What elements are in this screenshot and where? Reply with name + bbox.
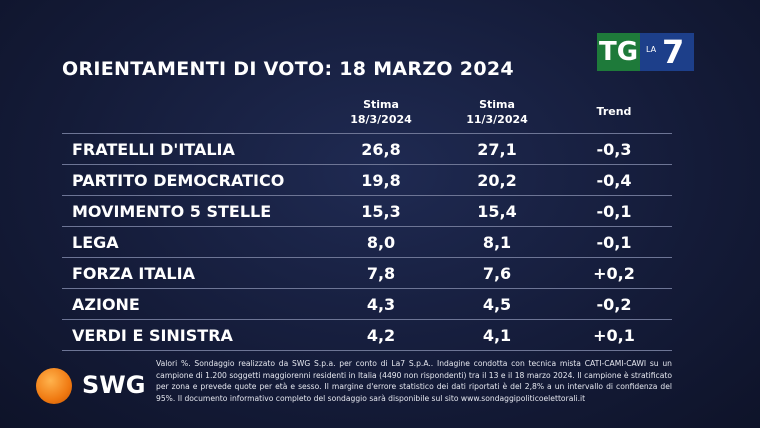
column-date: 11/3/2024 xyxy=(466,113,528,126)
table-value: 26,8 xyxy=(361,140,401,159)
table-value: 4,1 xyxy=(482,326,512,345)
table-row: FRATELLI D'ITALIA 26,8 27,1 -0,3 xyxy=(62,133,672,165)
footnote: Valori %. Sondaggio realizzato da SWG S.… xyxy=(156,359,672,403)
column-label: Trend xyxy=(596,105,632,118)
column-label: Stima xyxy=(479,98,515,111)
party-name: MOVIMENTO 5 STELLE xyxy=(72,202,272,221)
table-value: -0,2 xyxy=(596,295,632,314)
table-value: 7,6 xyxy=(482,264,512,283)
title: ORIENTAMENTI DI VOTO: 18 MARZO 2024 xyxy=(62,58,514,80)
table-value: +0,1 xyxy=(593,326,635,345)
table-value: 15,3 xyxy=(361,202,401,221)
party-name: AZIONE xyxy=(72,295,140,314)
swg-logo-text: SWG xyxy=(82,371,146,399)
table-value: 4,2 xyxy=(366,326,396,345)
table-value: -0,4 xyxy=(596,171,632,190)
table-value: -0,1 xyxy=(596,233,632,252)
party-name: LEGA xyxy=(72,233,119,252)
party-name: PARTITO DEMOCRATICO xyxy=(72,171,285,190)
table-value: +0,2 xyxy=(593,264,635,283)
column-date: 18/3/2024 xyxy=(350,113,412,126)
table-value: 7,8 xyxy=(366,264,396,283)
table-row: MOVIMENTO 5 STELLE 15,3 15,4 -0,1 xyxy=(62,195,672,227)
table-value: -0,3 xyxy=(596,140,632,159)
logo-la7: LA 7 xyxy=(640,33,694,71)
table-row: FORZA ITALIA 7,8 7,6 +0,2 xyxy=(62,257,672,289)
table-row: VERDI E SINISTRA 4,2 4,1 +0,1 xyxy=(62,319,672,351)
table-bottom-rule xyxy=(62,350,672,351)
table-value: 8,0 xyxy=(366,233,396,252)
swg-logo-mark xyxy=(36,368,72,404)
logo-la: LA xyxy=(646,45,657,54)
column-label: Stima xyxy=(363,98,399,111)
table-value: 4,3 xyxy=(366,295,396,314)
table-value: 20,2 xyxy=(477,171,517,190)
table-value: 4,5 xyxy=(482,295,512,314)
table-value: 15,4 xyxy=(477,202,517,221)
table-value: -0,1 xyxy=(596,202,632,221)
table-value: 8,1 xyxy=(482,233,512,252)
table-value: 27,1 xyxy=(477,140,517,159)
logo-tg: TG xyxy=(597,33,640,71)
party-name: FORZA ITALIA xyxy=(72,264,195,283)
table-value: 19,8 xyxy=(361,171,401,190)
party-name: FRATELLI D'ITALIA xyxy=(72,140,235,159)
party-name: VERDI E SINISTRA xyxy=(72,326,233,345)
table-row: PARTITO DEMOCRATICO 19,8 20,2 -0,4 xyxy=(62,164,672,196)
table-row: AZIONE 4,3 4,5 -0,2 xyxy=(62,288,672,320)
table-row: LEGA 8,0 8,1 -0,1 xyxy=(62,226,672,258)
logo-seven: 7 xyxy=(662,33,685,71)
